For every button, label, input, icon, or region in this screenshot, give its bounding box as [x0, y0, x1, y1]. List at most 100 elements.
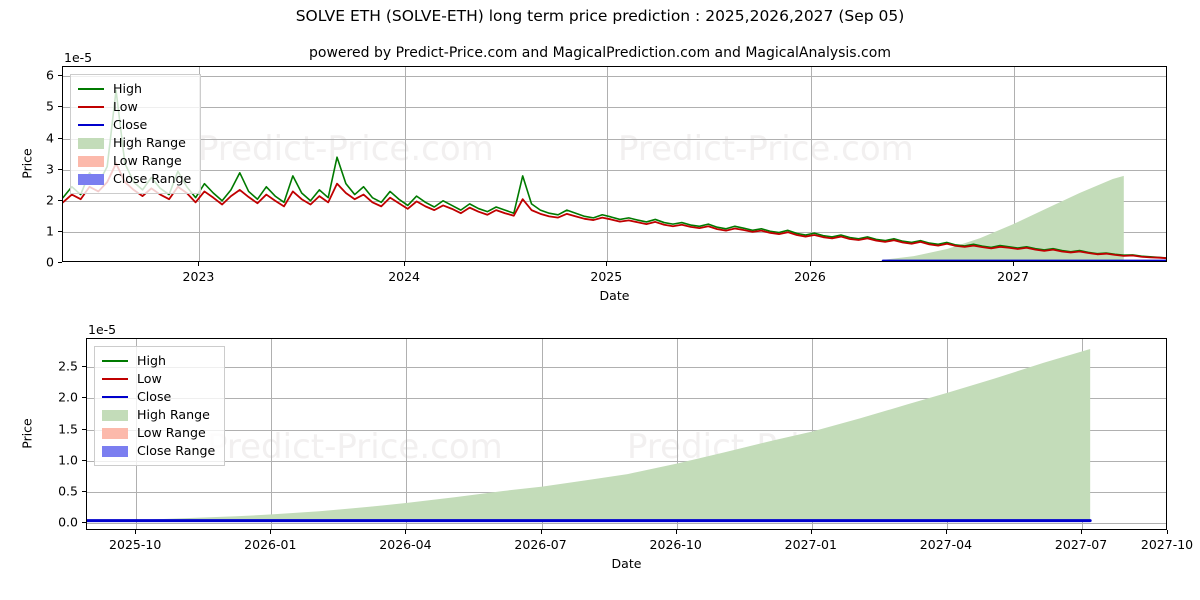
y-tick-label: 6 [46, 67, 54, 83]
legend-patch-swatch [102, 427, 128, 439]
x-tick-label: 2027-01 [784, 537, 837, 552]
x-tick-label: 2027-07 [1054, 537, 1108, 552]
gridline-vertical [811, 67, 812, 261]
legend-item-label: High [113, 80, 142, 96]
gridline-horizontal [63, 232, 1166, 233]
legend-item-label: High Range [113, 134, 186, 150]
legend-item-label: High Range [137, 406, 210, 422]
x-axis-label-top: Date [599, 288, 630, 303]
x-tick-mark [1013, 262, 1015, 266]
legend-item-label: Close Range [137, 442, 216, 458]
page-title: SOLVE ETH (SOLVE-ETH) long term price pr… [295, 7, 905, 25]
x-tick-label: 2026-04 [379, 537, 432, 552]
y-tick-label: 5 [46, 98, 54, 114]
y-tick-label: 1.0 [58, 452, 78, 468]
x-tick-label: 2023 [182, 269, 215, 284]
legend-line-swatch [102, 392, 128, 403]
legend-item-close-range: Close Range [102, 442, 215, 460]
y-tick-label: 1 [46, 223, 54, 239]
series-low-line [63, 162, 1166, 260]
page-subtitle: powered by Predict-Price.com and Magical… [309, 45, 891, 61]
y-tick-mark [58, 168, 62, 170]
legend-line-swatch [102, 374, 128, 385]
legend-line-swatch [102, 356, 128, 367]
x-tick-label: 2026-10 [649, 537, 702, 552]
x-tick-mark [809, 262, 811, 266]
gridline-vertical [677, 339, 678, 529]
x-tick-label: 2025-10 [109, 537, 162, 552]
y-tick-label: 2.5 [58, 358, 78, 374]
gridline-vertical [271, 339, 272, 529]
legend-patch-swatch [78, 173, 104, 185]
legend-line-swatch [78, 120, 104, 131]
x-tick-mark [1081, 530, 1083, 534]
x-tick-label: 2025 [590, 269, 623, 284]
x-tick-mark [198, 262, 200, 266]
x-tick-mark [1167, 530, 1168, 534]
y-tick-label: 0.5 [58, 483, 78, 499]
legend-item-label: Close [113, 116, 148, 132]
y-tick-mark [58, 75, 62, 77]
legend-patch-swatch [102, 409, 128, 421]
gridline-horizontal [87, 461, 1166, 462]
x-tick-label: 2027-10 [1140, 537, 1194, 552]
y-offset-text-bottom: 1e-5 [88, 322, 117, 337]
y-tick-label: 0 [46, 254, 54, 270]
legend-item-low: Low [102, 370, 215, 388]
legend-item-label: Close Range [113, 170, 192, 186]
gridline-horizontal [87, 367, 1166, 368]
gridline-horizontal [63, 107, 1166, 108]
legend-item-low-range: Low Range [78, 152, 191, 170]
y-tick-mark [82, 491, 86, 493]
legend-item-high-range: High Range [102, 406, 215, 424]
x-tick-label: 2026-07 [514, 537, 567, 552]
legend-item-label: Low [113, 98, 138, 114]
gridline-vertical [607, 67, 608, 261]
x-tick-mark [606, 262, 608, 266]
gridline-horizontal [63, 76, 1166, 77]
y-tick-label: 0.0 [58, 514, 78, 530]
x-tick-mark [945, 530, 947, 534]
legend-item-label: Low [137, 370, 162, 386]
x-tick-label: 2026 [794, 269, 826, 284]
y-tick-label: 4 [46, 130, 54, 146]
legend-item-close: Close [78, 116, 191, 134]
legend-line-swatch [78, 102, 104, 113]
x-tick-mark [675, 530, 677, 534]
x-tick-mark [404, 262, 406, 266]
x-tick-mark [540, 530, 542, 534]
series-high-line [63, 89, 1166, 259]
y-tick-label: 1.5 [58, 421, 78, 437]
y-tick-mark [58, 199, 62, 201]
y-offset-text-top: 1e-5 [64, 50, 93, 65]
x-tick-label: 2027 [997, 269, 1029, 284]
y-axis-label-bottom: Price [19, 418, 35, 449]
y-tick-mark [58, 106, 62, 108]
legend-patch-swatch [102, 445, 128, 457]
gridline-horizontal [87, 398, 1166, 399]
y-tick-mark [82, 397, 86, 399]
gridline-vertical [1014, 67, 1015, 261]
legend-item-label: Low Range [113, 152, 182, 168]
y-tick-mark [58, 262, 62, 263]
y-tick-mark [82, 522, 86, 524]
legend-item-high: High [102, 352, 215, 370]
legend-bottom: High Low Close High Range Low Range Close Ran… [94, 346, 226, 466]
gridline-horizontal [87, 523, 1166, 524]
legend-item-high-range: High Range [78, 134, 191, 152]
legend-line-swatch [78, 84, 104, 95]
y-tick-mark [58, 137, 62, 139]
gridline-vertical [405, 67, 406, 261]
x-tick-mark [405, 530, 407, 534]
gridline-horizontal [63, 139, 1166, 140]
y-tick-label: 3 [46, 161, 54, 177]
legend-item-close: Close [102, 388, 215, 406]
legend-item-label: Low Range [137, 424, 206, 440]
gridline-horizontal [63, 201, 1166, 202]
x-tick-mark [810, 530, 812, 534]
legend-item-low-range: Low Range [102, 424, 215, 442]
legend-item-label: Close [137, 388, 172, 404]
y-tick-mark [58, 230, 62, 232]
